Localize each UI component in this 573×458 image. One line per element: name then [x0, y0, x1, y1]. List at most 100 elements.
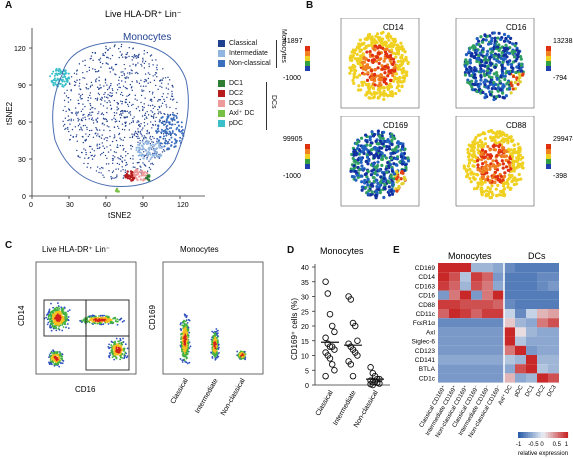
heatmap-dot — [374, 44, 378, 48]
cluster-dot — [76, 140, 78, 142]
cluster-dot — [180, 121, 183, 124]
colorbar-step — [546, 144, 551, 149]
cluster-dot — [140, 154, 143, 157]
heatmap-dot — [488, 148, 492, 152]
density-dot — [61, 307, 64, 310]
cluster-dot — [75, 112, 77, 115]
density-dot — [114, 347, 116, 349]
heatmap-dot — [367, 180, 371, 184]
heatmap-dot — [505, 60, 509, 64]
cluster-dot — [82, 77, 84, 79]
e-cell — [504, 281, 515, 291]
cluster-dot — [154, 152, 157, 155]
cluster-dot — [123, 148, 125, 150]
heatmap-dot — [383, 65, 387, 69]
cluster-dot — [144, 114, 146, 117]
cluster-dot — [157, 112, 159, 115]
density-dot — [98, 318, 101, 321]
cluster-dot — [78, 85, 80, 87]
cluster-dot — [138, 170, 141, 174]
cluster-dot — [108, 86, 111, 88]
heatmap-dot — [400, 71, 404, 75]
tsne-heatmap-cd16: CD16 — [455, 18, 535, 109]
density-dot — [180, 341, 182, 344]
cluster-dot — [57, 70, 60, 73]
cluster-dot — [89, 104, 92, 107]
cluster-dot — [102, 145, 104, 147]
density-dot — [111, 321, 114, 324]
cluster-dot — [93, 155, 95, 158]
density-dot — [116, 318, 119, 321]
heatmap-dot — [403, 50, 407, 54]
cluster-dot — [84, 149, 87, 151]
heatmap-dot — [401, 66, 405, 71]
density-dot — [216, 329, 219, 332]
d-point — [331, 328, 338, 336]
cluster-dot — [133, 134, 136, 136]
heatmap-dot — [395, 189, 399, 193]
cluster-dot — [108, 163, 110, 165]
density-dot — [67, 327, 70, 330]
cluster-dot — [64, 70, 67, 73]
heatmap-dot — [405, 73, 409, 78]
cluster-dot — [159, 111, 162, 113]
d-point — [367, 364, 374, 371]
cluster-dot — [156, 68, 158, 71]
cluster-dot — [63, 84, 66, 87]
legend-swatch — [218, 59, 225, 67]
heatmap-dot — [379, 86, 383, 90]
cluster-dot — [89, 103, 91, 105]
cluster-dot — [162, 93, 164, 95]
cluster-dot — [52, 78, 55, 81]
heatmap-dot — [389, 85, 394, 89]
heatmap-dot — [356, 161, 360, 165]
heatmap-dot — [477, 85, 481, 89]
cluster-dot — [98, 76, 100, 78]
density-dot — [182, 320, 184, 323]
cluster-dot — [146, 133, 148, 135]
heatmap-dot — [495, 154, 499, 158]
heatmap-dot — [373, 68, 377, 72]
panel-a-tsne: Live HLA-DR⁺ Lin⁻ 0 30 60 90 120 0306090120 … — [5, 9, 205, 220]
cluster-dot — [115, 73, 117, 76]
heatmap-dot — [399, 141, 403, 146]
density-dot — [66, 317, 68, 320]
cluster-dot — [161, 145, 164, 148]
cluster-dot — [78, 102, 80, 105]
heatmap-dot — [492, 97, 496, 102]
cluster-dot — [105, 96, 108, 99]
heatmap-dot — [511, 42, 515, 46]
cluster-dot — [150, 148, 153, 150]
heatmap-dot — [505, 133, 509, 137]
heatmap-dot — [361, 149, 366, 153]
heatmap-dot — [498, 79, 502, 83]
cluster-dot — [99, 57, 102, 59]
density-dot — [50, 329, 53, 332]
cluster-dot — [125, 98, 128, 101]
d-point — [326, 355, 334, 362]
density-dot — [114, 320, 117, 323]
cluster-dot — [82, 136, 84, 138]
heatmap-dot — [392, 79, 396, 83]
density-dot — [211, 330, 214, 333]
heatmap-dot — [379, 31, 384, 35]
cluster-dot — [165, 104, 167, 106]
cluster-dot — [164, 138, 167, 140]
cluster-dot — [157, 100, 159, 102]
density-dot — [184, 355, 187, 358]
cluster-dot — [81, 129, 83, 131]
density-dot — [58, 310, 61, 313]
density-dot — [124, 343, 127, 346]
heatmap-dot — [502, 131, 506, 136]
cluster-dot — [118, 127, 120, 129]
legend-swatch — [218, 119, 225, 127]
heatmap-dot — [487, 129, 491, 134]
cluster-dot — [106, 125, 108, 127]
cluster-dot — [126, 170, 129, 173]
colorbar-step — [546, 164, 551, 169]
d-point — [351, 322, 359, 330]
cluster-dot — [75, 114, 78, 116]
density-dot — [63, 313, 66, 316]
cluster-dot — [158, 157, 160, 159]
density-dot — [61, 353, 64, 356]
